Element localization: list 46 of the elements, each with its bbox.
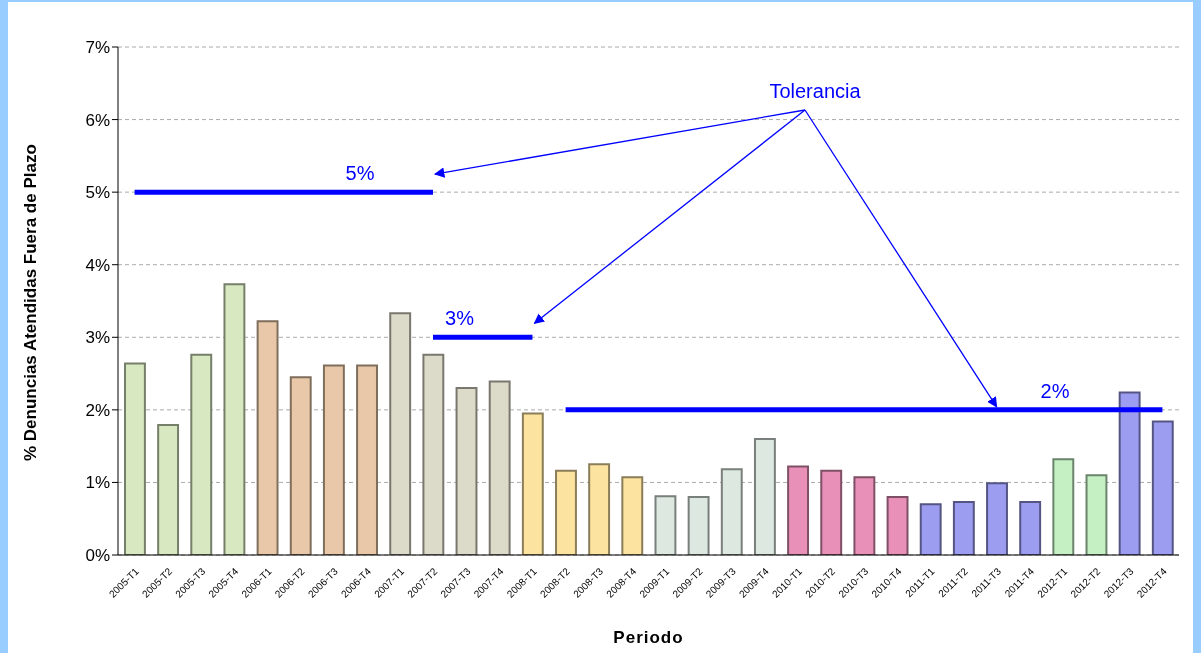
bar [787,465,810,555]
bar [124,362,146,555]
y-tick-label: 1% [85,473,110,493]
bar [753,437,776,555]
series-label: 3% [445,307,475,330]
bar [952,501,975,555]
y-tick-label: 7% [85,38,110,58]
x-axis-title: Periodo [613,628,684,647]
y-tick-label: 6% [85,110,110,130]
annotation: Tolerancia [769,80,862,102]
bar [986,482,1008,555]
bar [919,503,942,555]
bar [886,495,909,555]
bar [1052,458,1075,555]
bar [720,468,743,555]
bar [157,424,180,555]
series-label: 5% [345,162,375,185]
y-tick-label: 2% [85,400,110,420]
bar [521,412,544,555]
bar [322,364,345,555]
bar [488,380,511,555]
bar [256,320,279,555]
y-tick-label: 0% [85,546,110,566]
bar [389,312,412,555]
bar [555,469,577,555]
bar [1118,391,1141,555]
bar [621,476,644,555]
bar [422,353,445,555]
bar [455,387,478,555]
bar [687,495,710,555]
y-tick-label: 4% [85,255,110,275]
y-axis-title: % Denuncias Atendidas Fuera de Plazo [21,144,41,461]
bar [1019,501,1042,555]
bar [190,353,213,555]
y-tick-label: 3% [85,328,110,348]
y-tick-label: 5% [85,183,110,203]
bar [853,476,876,555]
bar [820,469,843,555]
series-label: 2% [1040,379,1070,402]
bar [1085,474,1108,555]
bar [356,364,378,555]
bar [223,283,246,555]
bar [289,376,312,555]
bar [654,495,677,555]
bar [1151,420,1174,555]
bar [588,463,611,555]
